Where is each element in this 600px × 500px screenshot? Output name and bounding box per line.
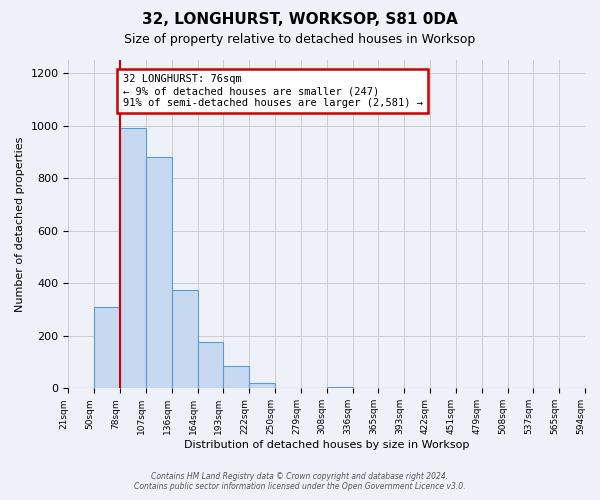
Text: Size of property relative to detached houses in Worksop: Size of property relative to detached ho… [124, 32, 476, 46]
Bar [197, 342, 223, 388]
Bar [249, 383, 275, 388]
Bar [146, 157, 172, 388]
Y-axis label: Number of detached properties: Number of detached properties [15, 136, 25, 312]
X-axis label: Distribution of detached houses by size in Worksop: Distribution of detached houses by size … [184, 440, 469, 450]
Text: Contains HM Land Registry data © Crown copyright and database right 2024.
Contai: Contains HM Land Registry data © Crown c… [134, 472, 466, 491]
Bar [94, 307, 120, 388]
Text: 32, LONGHURST, WORKSOP, S81 0DA: 32, LONGHURST, WORKSOP, S81 0DA [142, 12, 458, 28]
Bar [223, 366, 249, 388]
Bar [327, 387, 353, 388]
Bar [120, 128, 146, 388]
Bar [172, 290, 197, 388]
Text: 32 LONGHURST: 76sqm
← 9% of detached houses are smaller (247)
91% of semi-detach: 32 LONGHURST: 76sqm ← 9% of detached hou… [122, 74, 422, 108]
